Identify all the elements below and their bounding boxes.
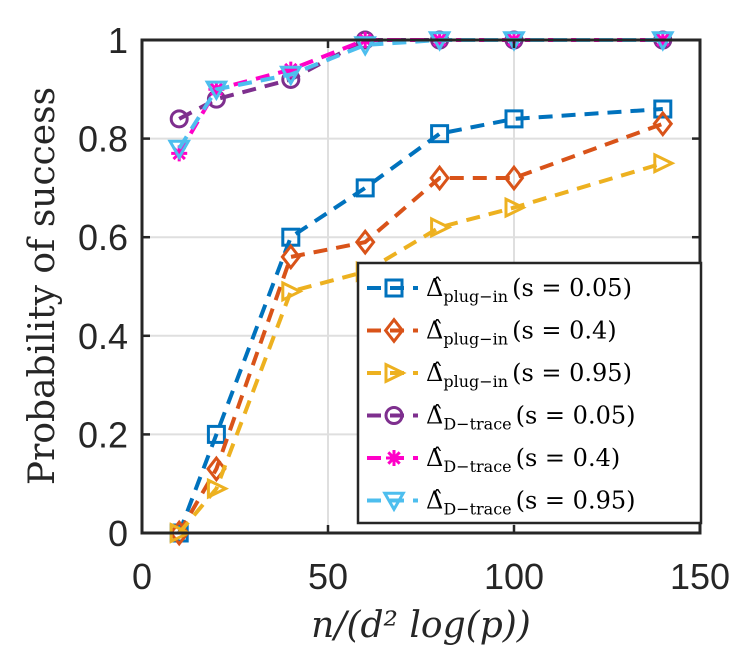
data-point xyxy=(653,152,676,175)
legend-label: Δ̂plug−in (s = 0.95) xyxy=(426,359,632,391)
legend-marker xyxy=(382,491,406,513)
series-line xyxy=(177,107,663,534)
data-point xyxy=(653,99,673,119)
data-point xyxy=(279,65,303,87)
x-tick-label: 100 xyxy=(484,556,544,597)
data-point xyxy=(171,145,188,162)
data-point xyxy=(504,196,527,219)
legend-items: Δ̂plug−in (s = 0.05) Δ̂plug−in (s = 0.4) Δ̂p… xyxy=(367,274,635,519)
series-2 xyxy=(168,110,674,547)
data-point xyxy=(280,243,302,271)
data-point xyxy=(354,228,376,256)
legend-label: Δ̂D−trace (s = 0.4) xyxy=(426,444,620,476)
legend-box xyxy=(356,261,703,525)
data-point xyxy=(430,124,450,144)
y-tick-label: 0.4 xyxy=(78,316,128,357)
data-point xyxy=(206,424,226,444)
legend-marker xyxy=(386,450,402,466)
data-point xyxy=(206,477,230,500)
data-point xyxy=(167,139,191,161)
x-axis-title: n/(d² log(p)) xyxy=(311,605,531,646)
y-axis-title: Probability of success xyxy=(22,87,63,485)
y-tick-label: 0.2 xyxy=(78,414,128,455)
x-tick-label: 150 xyxy=(670,556,730,597)
legend: Δ̂plug−in (s = 0.05) Δ̂plug−in (s = 0.4) Δ̂p… xyxy=(356,261,703,525)
data-point xyxy=(353,36,377,57)
legend-marker xyxy=(384,362,407,384)
legend-item-4: Δ̂D−trace (s = 0.05) xyxy=(367,402,635,434)
legend-item-3: Δ̂plug−in (s = 0.95) xyxy=(367,359,632,391)
series-1 xyxy=(169,99,673,543)
data-point xyxy=(204,80,229,102)
legend-marker xyxy=(384,278,404,298)
data-point xyxy=(281,280,304,303)
data-point xyxy=(652,110,674,138)
x-tick-label: 0 xyxy=(132,556,152,597)
data-point xyxy=(503,164,525,192)
axis-ticks: 0 50 100 150 0 0.2 0.4 0.6 0.8 1 xyxy=(78,20,730,597)
legend-item-6: Δ̂D−trace (s = 0.95) xyxy=(367,487,635,519)
data-point xyxy=(504,109,524,129)
y-tick-label: 0.6 xyxy=(78,217,128,258)
legend-marker xyxy=(384,406,404,425)
legend-item-5: Δ̂D−trace (s = 0.4) xyxy=(367,444,620,476)
y-tick-label: 0.8 xyxy=(78,119,128,160)
y-tick-label: 1 xyxy=(108,20,128,61)
legend-label: Δ̂plug−in (s = 0.4) xyxy=(426,317,617,349)
legend-marker xyxy=(383,317,405,344)
data-point xyxy=(355,178,375,198)
legend-label: Δ̂D−trace (s = 0.95) xyxy=(426,487,635,519)
series-line xyxy=(177,121,664,535)
x-tick-label: 50 xyxy=(308,556,348,597)
legend-item-2: Δ̂plug−in (s = 0.4) xyxy=(367,317,617,349)
data-point xyxy=(429,164,450,192)
data-point xyxy=(206,455,227,483)
data-point xyxy=(282,61,299,78)
data-point xyxy=(430,216,453,239)
legend-item-1: Δ̂plug−in (s = 0.05) xyxy=(367,274,632,306)
legend-label: Δ̂plug−in (s = 0.05) xyxy=(426,274,632,306)
y-tick-label: 0 xyxy=(108,513,128,554)
data-point xyxy=(169,109,189,129)
legend-label: Δ̂D−trace (s = 0.05) xyxy=(426,402,635,434)
